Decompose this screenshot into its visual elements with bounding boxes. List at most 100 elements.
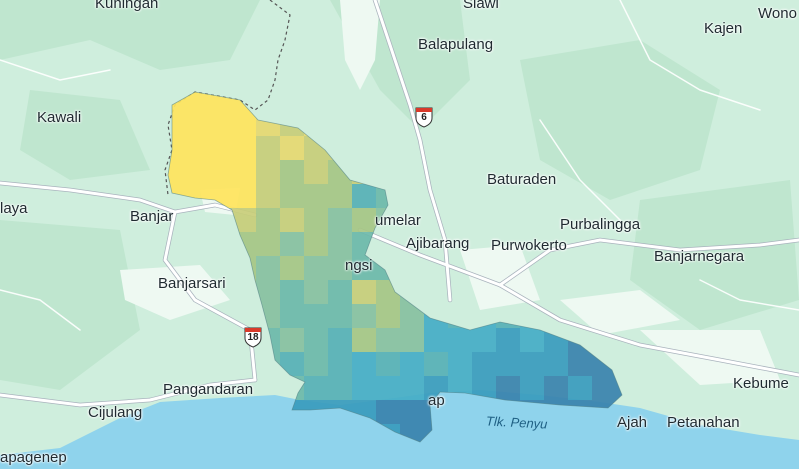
heatmap-cell — [168, 160, 184, 184]
heatmap-cell — [304, 160, 328, 184]
heatmap-cell — [328, 376, 352, 400]
heatmap-cell — [496, 376, 520, 400]
heatmap-cell — [304, 280, 328, 304]
heatmap-cell — [472, 328, 496, 352]
heatmap-cell — [280, 208, 304, 232]
route-shield-icon — [244, 327, 262, 348]
place-label-petanahan[interactable]: Petanahan — [667, 414, 740, 431]
heatmap-cell — [376, 376, 400, 400]
place-label-kuningan[interactable]: Kuningan — [95, 0, 159, 12]
place-label-pangandaran[interactable]: Pangandaran — [163, 381, 254, 398]
place-label-baturaden[interactable]: Baturaden — [487, 171, 557, 188]
place-label-ap[interactable]: ap — [428, 392, 445, 409]
heatmap-cell — [400, 352, 424, 376]
place-label-purwokerto[interactable]: Purwokerto — [491, 237, 567, 254]
heatmap-cell — [304, 376, 328, 400]
heatmap-cell — [472, 352, 496, 376]
place-label-purbalingga[interactable]: Purbalingga — [560, 216, 641, 233]
heatmap-cell — [184, 136, 208, 160]
place-label-laya[interactable]: laya — [0, 200, 28, 217]
heatmap-cell — [256, 208, 280, 232]
place-label-cijulang[interactable]: Cijulang — [88, 404, 143, 421]
heatmap-cell — [352, 280, 376, 304]
route-number: 6 — [421, 112, 427, 123]
heatmap-cell — [208, 160, 232, 184]
heatmap-cell — [304, 232, 328, 256]
heatmap-cell — [568, 376, 592, 400]
place-label-ajah[interactable]: Ajah — [617, 414, 648, 431]
heatmap-cell — [256, 232, 280, 256]
heatmap-cell — [496, 328, 520, 352]
heatmap-cell — [304, 304, 328, 328]
heatmap-cell — [352, 328, 376, 352]
heatmap-cell — [304, 256, 328, 280]
heatmap-cell — [232, 136, 256, 160]
heatmap-cell — [448, 328, 472, 352]
heatmap-cell — [352, 184, 376, 208]
heatmap-cell — [184, 92, 208, 112]
heatmap-cell — [328, 280, 352, 304]
heatmap-cell — [280, 184, 304, 208]
heatmap-cell — [256, 160, 280, 184]
place-label-wono[interactable]: Wono — [758, 5, 797, 22]
heatmap-cell — [304, 328, 328, 352]
heatmap-cell — [424, 352, 448, 376]
place-label-umelar[interactable]: umelar — [375, 212, 421, 229]
heatmap-cell — [400, 328, 424, 352]
heatmap-cell — [400, 400, 424, 424]
heatmap-cell — [520, 352, 544, 376]
light-patches — [120, 0, 780, 385]
heatmap-cell — [568, 352, 592, 376]
heatmap-cell — [448, 352, 472, 376]
heatmap-cell — [352, 376, 376, 400]
heatmap-cell — [232, 112, 256, 136]
heatmap-cell — [520, 376, 544, 400]
place-label-ngsi[interactable]: ngsi — [345, 257, 373, 274]
heatmap-cell — [280, 136, 304, 160]
heatmap-cell — [256, 256, 280, 280]
place-label-ajibarang[interactable]: Ajibarang — [406, 235, 470, 252]
place-label-slawi[interactable]: Slawi — [463, 0, 499, 12]
heatmap-cell — [520, 328, 544, 352]
place-label-apagenep[interactable]: apagenep — [0, 449, 67, 466]
heatmap-cell — [328, 232, 352, 256]
heatmap-cell — [328, 208, 352, 232]
place-label-kebume[interactable]: Kebume — [733, 375, 789, 392]
heatmap-cell — [328, 328, 352, 352]
place-label-banjar[interactable]: Banjar — [130, 208, 174, 225]
place-label-kajen[interactable]: Kajen — [704, 20, 743, 37]
heatmap-cell — [544, 352, 568, 376]
heatmap-cell — [256, 136, 280, 160]
terrain-layer — [0, 0, 799, 390]
heatmap-cell — [328, 304, 352, 328]
heatmap-cell — [352, 304, 376, 328]
place-label-banjarnegara[interactable]: Banjarnegara — [654, 248, 745, 265]
heatmap-cell — [352, 208, 376, 232]
place-label-balapulang[interactable]: Balapulang — [418, 36, 494, 53]
route-number: 18 — [247, 332, 259, 343]
heatmap-cell — [328, 184, 352, 208]
heatmap-cell — [280, 160, 304, 184]
heatmap-cell — [232, 184, 256, 208]
heatmap-cell — [328, 352, 352, 376]
route-shield-6[interactable]: 6 — [413, 106, 435, 128]
heatmap-cell — [376, 400, 400, 424]
heatmap-cell — [232, 160, 256, 184]
place-label-kawali[interactable]: Kawali — [37, 109, 82, 126]
region-outline — [167, 91, 623, 443]
heatmap-cell — [376, 352, 400, 376]
road-network — [0, 0, 799, 408]
water-label-tlk-penyu: Tlk. Penyu — [485, 413, 548, 432]
heatmap-cell — [280, 304, 304, 328]
route-shield-icon — [415, 107, 433, 128]
heatmap-cell — [496, 352, 520, 376]
heatmap-cell — [424, 328, 448, 352]
heatmap-cell — [376, 328, 400, 352]
heatmap-cell — [280, 256, 304, 280]
heatmap-cell — [376, 304, 400, 328]
heatmap-cell — [280, 232, 304, 256]
route-shield-18[interactable]: 18 — [242, 326, 264, 348]
place-label-banjarsari[interactable]: Banjarsari — [158, 275, 226, 292]
